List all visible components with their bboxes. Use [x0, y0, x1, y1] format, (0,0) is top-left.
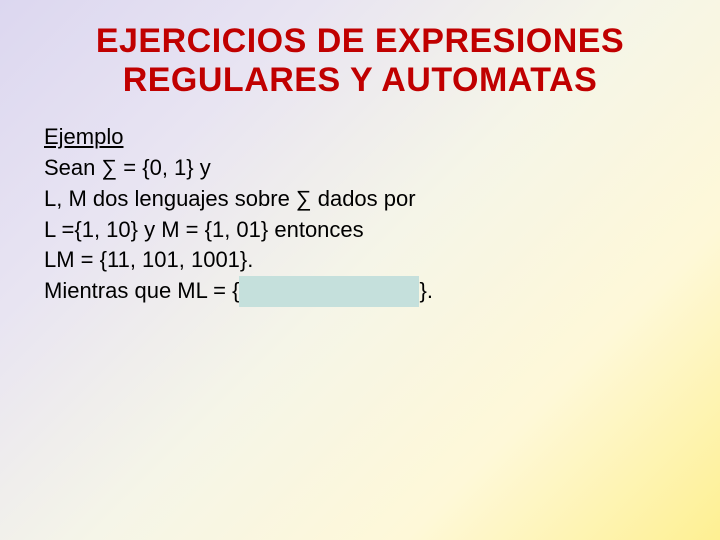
slide-container: EJERCICIOS DE EXPRESIONES REGULARES Y AU… [0, 0, 720, 307]
slide-title: EJERCICIOS DE EXPRESIONES REGULARES Y AU… [40, 22, 680, 100]
slide-content: Ejemplo Sean ∑ = {0, 1} y L, M dos lengu… [40, 122, 680, 307]
line5-prefix: Mientras que ML = { [44, 278, 239, 303]
body-line-2: L, M dos lenguajes sobre ∑ dados por [44, 184, 680, 215]
line5-suffix: }. [419, 278, 432, 303]
body-line-3: L ={1, 10} y M = {1, 01} entonces [44, 215, 680, 246]
body-line-4: LM = {11, 101, 1001}. [44, 245, 680, 276]
body-line-1: Sean ∑ = {0, 1} y [44, 153, 680, 184]
hidden-answer-box [239, 276, 419, 307]
example-label: Ejemplo [44, 122, 680, 153]
body-line-5: Mientras que ML = { }. [44, 276, 680, 307]
